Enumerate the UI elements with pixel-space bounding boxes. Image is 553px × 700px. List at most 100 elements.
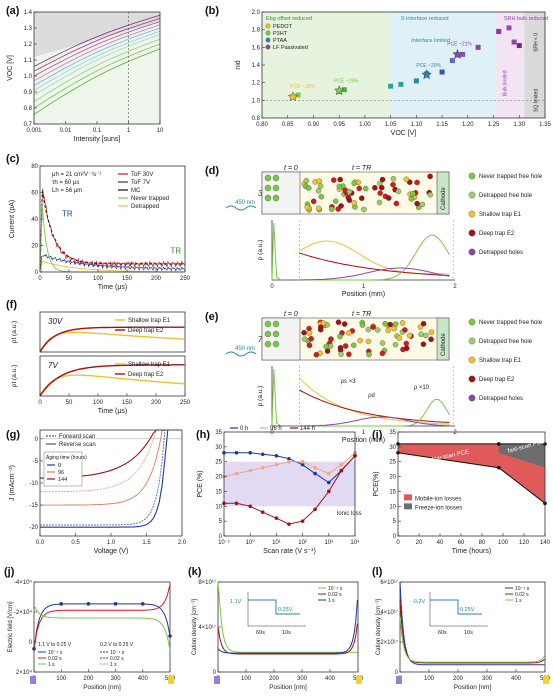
particle — [351, 180, 357, 187]
legend-entry: 1 s — [48, 662, 55, 668]
x-tick-label: 400 — [325, 676, 336, 682]
x-tick-label: 1.05 — [385, 122, 397, 128]
legend-swatch — [404, 503, 412, 510]
data-point — [274, 453, 279, 458]
legend-marker — [265, 37, 271, 43]
panel-label-k: (k) — [188, 566, 202, 578]
legend-entry: Freeze-ion losses — [415, 505, 462, 511]
region-label: S interface reduced — [401, 16, 449, 22]
cathode — [436, 171, 450, 215]
jv-0h — [40, 429, 180, 528]
grey-region — [34, 12, 160, 57]
x-tick-label: 10³ — [324, 540, 333, 546]
x-tick-label: 10² — [298, 540, 307, 546]
particle — [301, 329, 307, 336]
particle — [335, 319, 342, 325]
y-tick-label: -2×10⁴ — [14, 609, 33, 616]
x-tick-label: 2 — [453, 284, 457, 290]
y-tick-label: -20 — [29, 525, 38, 531]
region-label: SRH bulk reduced — [504, 16, 549, 22]
x-tick-label: 0.001 — [26, 128, 42, 134]
data-point — [439, 69, 445, 75]
x-tick-label: 0 — [270, 430, 274, 436]
legend-entry: LF Passivated — [273, 45, 308, 51]
data-point — [497, 465, 501, 470]
data-point — [460, 51, 466, 57]
voc-line — [33, 24, 161, 82]
particle — [357, 337, 363, 344]
y-tick-label: 0 — [35, 270, 39, 276]
y-axis-label: PCE(%) — [373, 471, 380, 496]
particle — [272, 174, 280, 182]
tr-mark: TR — [62, 209, 73, 218]
particle — [390, 181, 396, 188]
data-point — [287, 456, 291, 461]
field-1s — [33, 604, 171, 651]
y-tick-label: 2×10⁴ — [16, 669, 33, 676]
legend-entry: Detrapped holes — [479, 250, 523, 256]
particle — [396, 335, 403, 341]
x-tick-label: 0 — [396, 540, 400, 546]
voc-line — [33, 14, 161, 67]
particle — [316, 178, 323, 184]
x-tick-label: 250 — [180, 276, 191, 282]
panel-label-g: (g) — [6, 429, 20, 441]
data-point — [327, 471, 331, 476]
data-point — [497, 442, 501, 446]
x-tick-label: 10 — [157, 128, 164, 134]
data-point — [313, 471, 317, 476]
legend-entry: Deep trap E2 — [479, 377, 515, 383]
data-point — [413, 78, 419, 84]
shallow-trap-profile — [299, 377, 450, 425]
x-tick-label: 200 — [269, 676, 280, 682]
cation-0.02s — [399, 599, 545, 664]
pce-annotation: PCE ~19% — [334, 79, 359, 85]
voc-line — [33, 48, 161, 115]
x-tick-label: 0 — [38, 400, 42, 406]
x-tick-label: 1.15 — [436, 122, 448, 128]
legend-entry: 96 h — [270, 426, 282, 432]
y-tick-label: 10 — [389, 504, 396, 510]
x-tick-label: 0.95 — [333, 122, 345, 128]
data-point — [260, 465, 265, 470]
y-tick-label: 2.0 — [252, 10, 261, 16]
data-point — [327, 489, 331, 494]
data-point — [300, 462, 305, 467]
particle — [427, 173, 433, 180]
particle — [392, 341, 399, 348]
y-axis-label: nid — [235, 60, 242, 69]
particle — [427, 191, 434, 198]
particle — [345, 194, 352, 201]
particle — [317, 183, 324, 189]
y-tick-label: 2×10¹⁷ — [380, 639, 398, 646]
star-marker — [452, 48, 463, 59]
y-tick-label: 0 — [219, 534, 223, 540]
legend-entry: PEDOT — [273, 24, 293, 30]
y-tick-label: 0.8 — [24, 106, 33, 112]
legend-marker — [468, 210, 476, 218]
particle — [337, 176, 343, 183]
x-tick-label: 0.80 — [256, 122, 268, 128]
particle — [351, 200, 357, 206]
panel-label-d: (d) — [205, 165, 219, 177]
particle — [351, 342, 357, 348]
data-point — [86, 602, 91, 606]
t0-label: t = 0 — [284, 311, 298, 318]
particle — [376, 199, 383, 206]
voc-line — [33, 43, 161, 109]
particle — [301, 336, 308, 342]
particle — [418, 331, 424, 337]
y-tick-label: 0 — [393, 534, 397, 540]
legend-entry: 0.02 s — [515, 592, 529, 598]
data-point — [313, 465, 317, 470]
x-axis-label: Position [nm] — [454, 684, 492, 691]
tof-7v — [39, 253, 185, 273]
legend-entry: 10⁻⁴ s — [48, 650, 63, 656]
mobile-ion-area — [398, 443, 545, 504]
y-tick-label: 35 — [389, 430, 396, 436]
y-tick-label: 6×10¹⁷ — [380, 579, 398, 586]
legend-entry: P3HT — [273, 31, 288, 37]
legend-entry: 1 s — [110, 662, 117, 668]
particle — [361, 206, 367, 213]
